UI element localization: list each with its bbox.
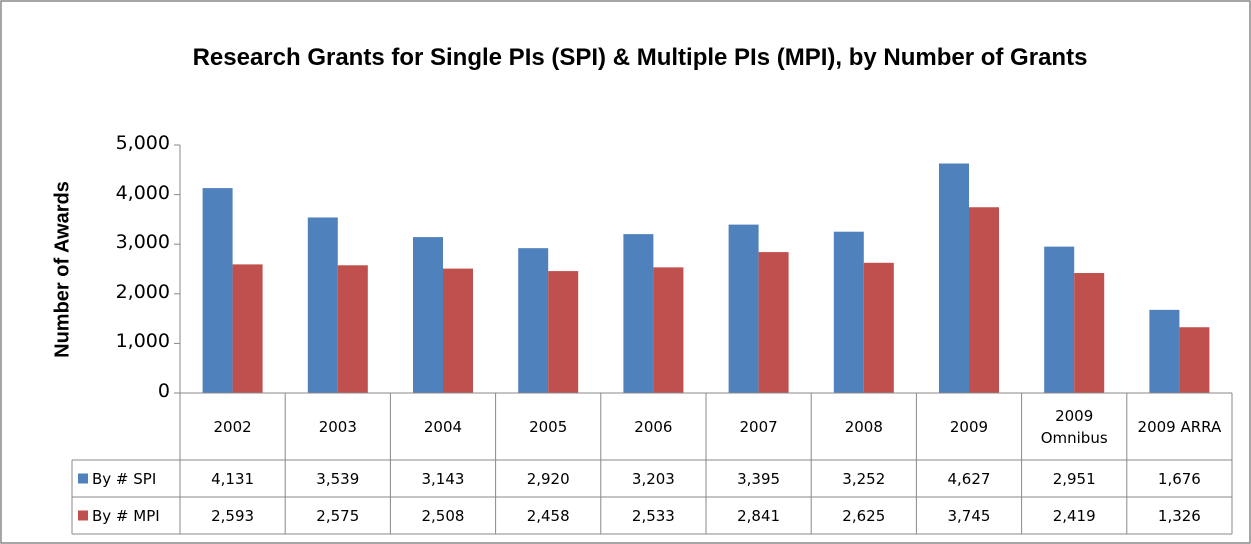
y-tick-label: 0 [157, 380, 170, 402]
bar [653, 267, 684, 393]
bar [1179, 327, 1210, 393]
bar [758, 252, 789, 393]
data-label: 2,625 [842, 506, 886, 525]
legend-label: By # SPI [92, 469, 157, 488]
category-label: 2006 [634, 417, 673, 436]
legend-swatch [78, 510, 88, 521]
bar [1149, 309, 1180, 393]
category-label: 2002 [213, 417, 252, 436]
data-label: 2,419 [1052, 506, 1096, 525]
bar [1044, 246, 1075, 393]
legend-swatch [78, 473, 88, 484]
data-label: 4,627 [947, 469, 991, 488]
y-tick-label: 1,000 [115, 330, 170, 353]
category-label: 2009 ARRA [1137, 417, 1222, 436]
chart-title: Research Grants for Single PIs (SPI) & M… [192, 44, 1088, 71]
bar [939, 163, 969, 393]
data-label: 3,395 [737, 469, 781, 488]
data-label: 1,326 [1157, 506, 1201, 525]
data-label: 3,539 [316, 469, 360, 488]
bar [863, 262, 894, 393]
bar [337, 265, 368, 393]
bar [623, 234, 654, 393]
bar [728, 224, 759, 393]
y-axis-label: Number of Awards [51, 181, 74, 358]
data-label: 4,131 [211, 469, 255, 488]
data-label: 2,458 [526, 506, 570, 525]
bar [232, 264, 263, 393]
y-tick-label: 4,000 [115, 181, 170, 204]
data-label: 2,533 [631, 506, 675, 525]
category-label: 2005 [529, 417, 568, 436]
data-label: 2,920 [526, 469, 570, 488]
bar [202, 188, 233, 393]
bar [307, 217, 338, 393]
category-label: 2009 [949, 417, 989, 436]
data-label: 3,745 [947, 506, 991, 525]
y-tick-label: 5,000 [115, 132, 170, 154]
legend-label: By # MPI [92, 506, 160, 525]
bar [443, 268, 473, 393]
data-label: 2,951 [1052, 469, 1096, 488]
bar [1074, 273, 1105, 393]
data-label: 2,841 [737, 506, 781, 525]
bar [969, 207, 999, 393]
category-label: 2003 [318, 417, 357, 436]
bar [413, 237, 443, 393]
bar [833, 231, 864, 393]
category-label: 2004 [423, 417, 463, 436]
data-label: 2,508 [421, 506, 465, 525]
data-label: 1,676 [1157, 469, 1201, 488]
y-tick-label: 2,000 [115, 280, 170, 303]
data-label: 2,575 [316, 506, 360, 525]
bar [518, 248, 549, 393]
y-tick-label: 3,000 [115, 231, 170, 254]
category-label: 2009 Omnibus [1040, 406, 1108, 447]
category-label: 2008 [844, 417, 883, 436]
category-label: 2007 [739, 417, 778, 436]
data-label: 3,203 [631, 469, 675, 488]
bar [548, 271, 579, 393]
data-label: 3,252 [842, 469, 886, 488]
data-label: 2,593 [211, 506, 255, 525]
data-label: 3,143 [421, 469, 465, 488]
